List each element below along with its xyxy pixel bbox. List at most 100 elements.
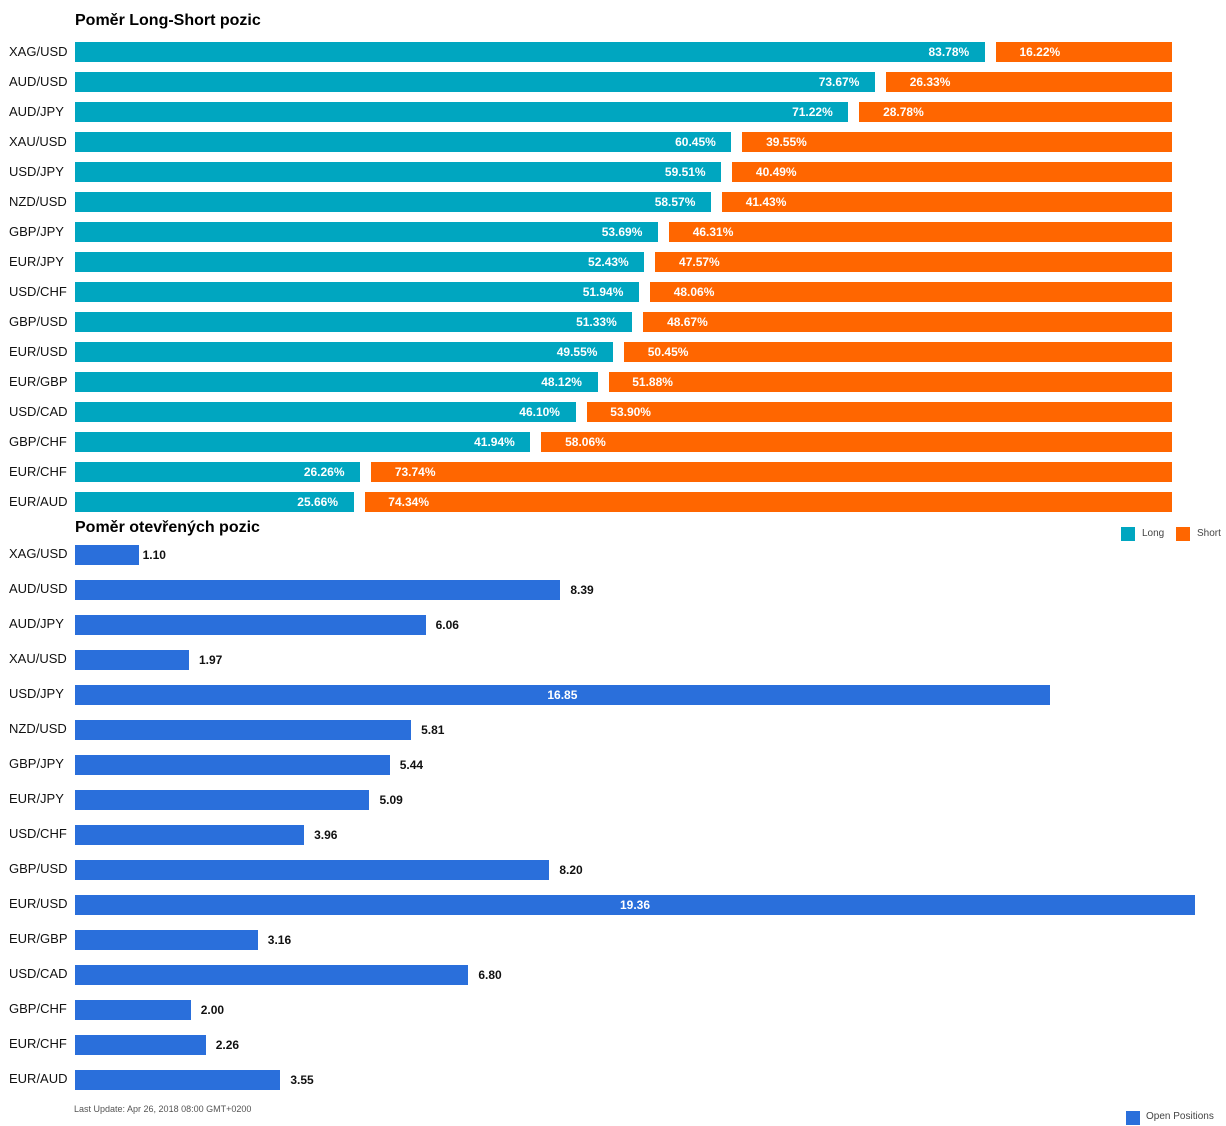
long-value-label: 49.55% [556, 345, 598, 359]
long-bar [75, 402, 576, 422]
long-bar [75, 282, 640, 302]
short-bar [732, 162, 1172, 182]
category-label: EUR/USD [9, 344, 68, 359]
open-positions-title: Poměr otevřených pozic [75, 519, 260, 536]
open-positions-bar [75, 650, 189, 670]
short-value-label: 53.90% [610, 405, 651, 419]
category-label: GBP/USD [9, 861, 68, 876]
open-positions-bar [75, 825, 305, 845]
long-bar [75, 252, 645, 272]
open-positions-value-label: 1.10 [142, 548, 166, 562]
open-positions-bar [75, 580, 561, 600]
short-value-label: 58.06% [565, 435, 606, 449]
open-positions-value-label: 5.44 [399, 758, 424, 772]
category-label: GBP/CHF [9, 434, 67, 449]
category-label: EUR/GBP [9, 931, 68, 946]
legend-short-label: Short [1197, 528, 1221, 539]
open-positions-value-label: 8.39 [570, 583, 594, 597]
category-label: GBP/JPY [9, 224, 64, 239]
category-label: EUR/AUD [9, 494, 68, 509]
short-value-label: 40.49% [755, 165, 797, 179]
long-bar [75, 222, 659, 242]
legend-open-positions-swatch [1126, 1111, 1140, 1125]
open-positions-value-label: 16.85 [547, 688, 578, 702]
category-label: EUR/CHF [9, 464, 67, 479]
short-value-label: 48.67% [667, 315, 708, 329]
open-positions-bar [75, 720, 412, 740]
short-bar [608, 372, 1172, 392]
open-positions-value-label: 19.36 [619, 898, 651, 912]
open-positions-bar [75, 860, 550, 880]
long-value-label: 59.51% [664, 165, 706, 179]
category-label: EUR/USD [9, 896, 68, 911]
long-value-label: 73.67% [818, 75, 860, 89]
short-bar [742, 132, 1172, 152]
category-label: USD/CAD [9, 404, 68, 419]
legend-short-swatch [1176, 527, 1190, 541]
category-label: AUD/JPY [9, 616, 64, 631]
category-label: NZD/USD [9, 721, 67, 736]
category-label: GBP/JPY [9, 756, 64, 771]
category-label: EUR/CHF [9, 1036, 67, 1051]
long-value-label: 52.43% [588, 255, 629, 269]
short-bar [655, 252, 1172, 272]
long-bar [75, 432, 531, 452]
category-label: XAG/USD [9, 44, 68, 59]
open-positions-value-label: 3.16 [267, 933, 292, 947]
short-value-label: 74.34% [388, 495, 429, 509]
category-label: USD/JPY [9, 686, 64, 701]
long-bar [75, 492, 354, 512]
short-bar [643, 312, 1172, 332]
long-value-label: 46.10% [519, 405, 560, 419]
category-label: USD/JPY [9, 164, 64, 179]
long-value-label: 60.45% [675, 135, 716, 149]
open-positions-bar [75, 1000, 191, 1020]
open-positions-bar [75, 755, 390, 775]
short-value-label: 46.31% [692, 225, 734, 239]
category-label: AUD/USD [9, 581, 68, 596]
open-positions-bar [75, 965, 469, 985]
category-label: AUD/JPY [9, 104, 64, 119]
open-positions-bar [75, 685, 1050, 705]
open-positions-value-label: 1.97 [198, 653, 223, 667]
long-short-title: Poměr Long-Short pozic [75, 12, 261, 29]
category-label: USD/CAD [9, 966, 68, 981]
short-bar [722, 192, 1172, 212]
long-value-label: 48.12% [541, 375, 582, 389]
long-value-label: 25.66% [297, 495, 338, 509]
category-label: GBP/USD [9, 314, 68, 329]
long-bar [75, 102, 849, 122]
open-positions-bar [75, 545, 139, 565]
short-value-label: 50.45% [647, 345, 689, 359]
long-bar [75, 312, 633, 332]
last-update: Last Update: Apr 26, 2018 08:00 GMT+0200 [74, 1104, 252, 1114]
open-positions-value-label: 5.09 [379, 793, 403, 807]
long-value-label: 26.26% [303, 465, 345, 479]
open-positions-value-label: 6.80 [478, 968, 502, 982]
open-positions-value-label: 2.00 [200, 1003, 225, 1017]
short-bar [371, 462, 1172, 482]
short-bar [650, 282, 1172, 302]
long-value-label: 51.94% [582, 285, 624, 299]
long-bar [75, 162, 722, 182]
short-bar [886, 72, 1172, 92]
long-bar [75, 192, 712, 212]
open-positions-bar [75, 790, 370, 810]
short-value-label: 51.88% [632, 375, 673, 389]
category-label: NZD/USD [9, 194, 67, 209]
short-value-label: 39.55% [766, 135, 807, 149]
short-value-label: 48.06% [673, 285, 715, 299]
open-positions-value-label: 3.96 [314, 828, 338, 842]
short-value-label: 41.43% [745, 195, 787, 209]
open-positions-value-label: 3.55 [290, 1073, 314, 1087]
long-value-label: 71.22% [792, 105, 833, 119]
short-bar [364, 492, 1172, 512]
short-bar [586, 402, 1172, 422]
long-bar [75, 72, 876, 92]
open-positions-value-label: 8.20 [559, 863, 583, 877]
short-value-label: 73.74% [394, 465, 436, 479]
long-value-label: 51.33% [576, 315, 617, 329]
open-positions-bar [75, 930, 258, 950]
legend-long-label: Long [1142, 528, 1165, 539]
long-bar [75, 342, 614, 362]
